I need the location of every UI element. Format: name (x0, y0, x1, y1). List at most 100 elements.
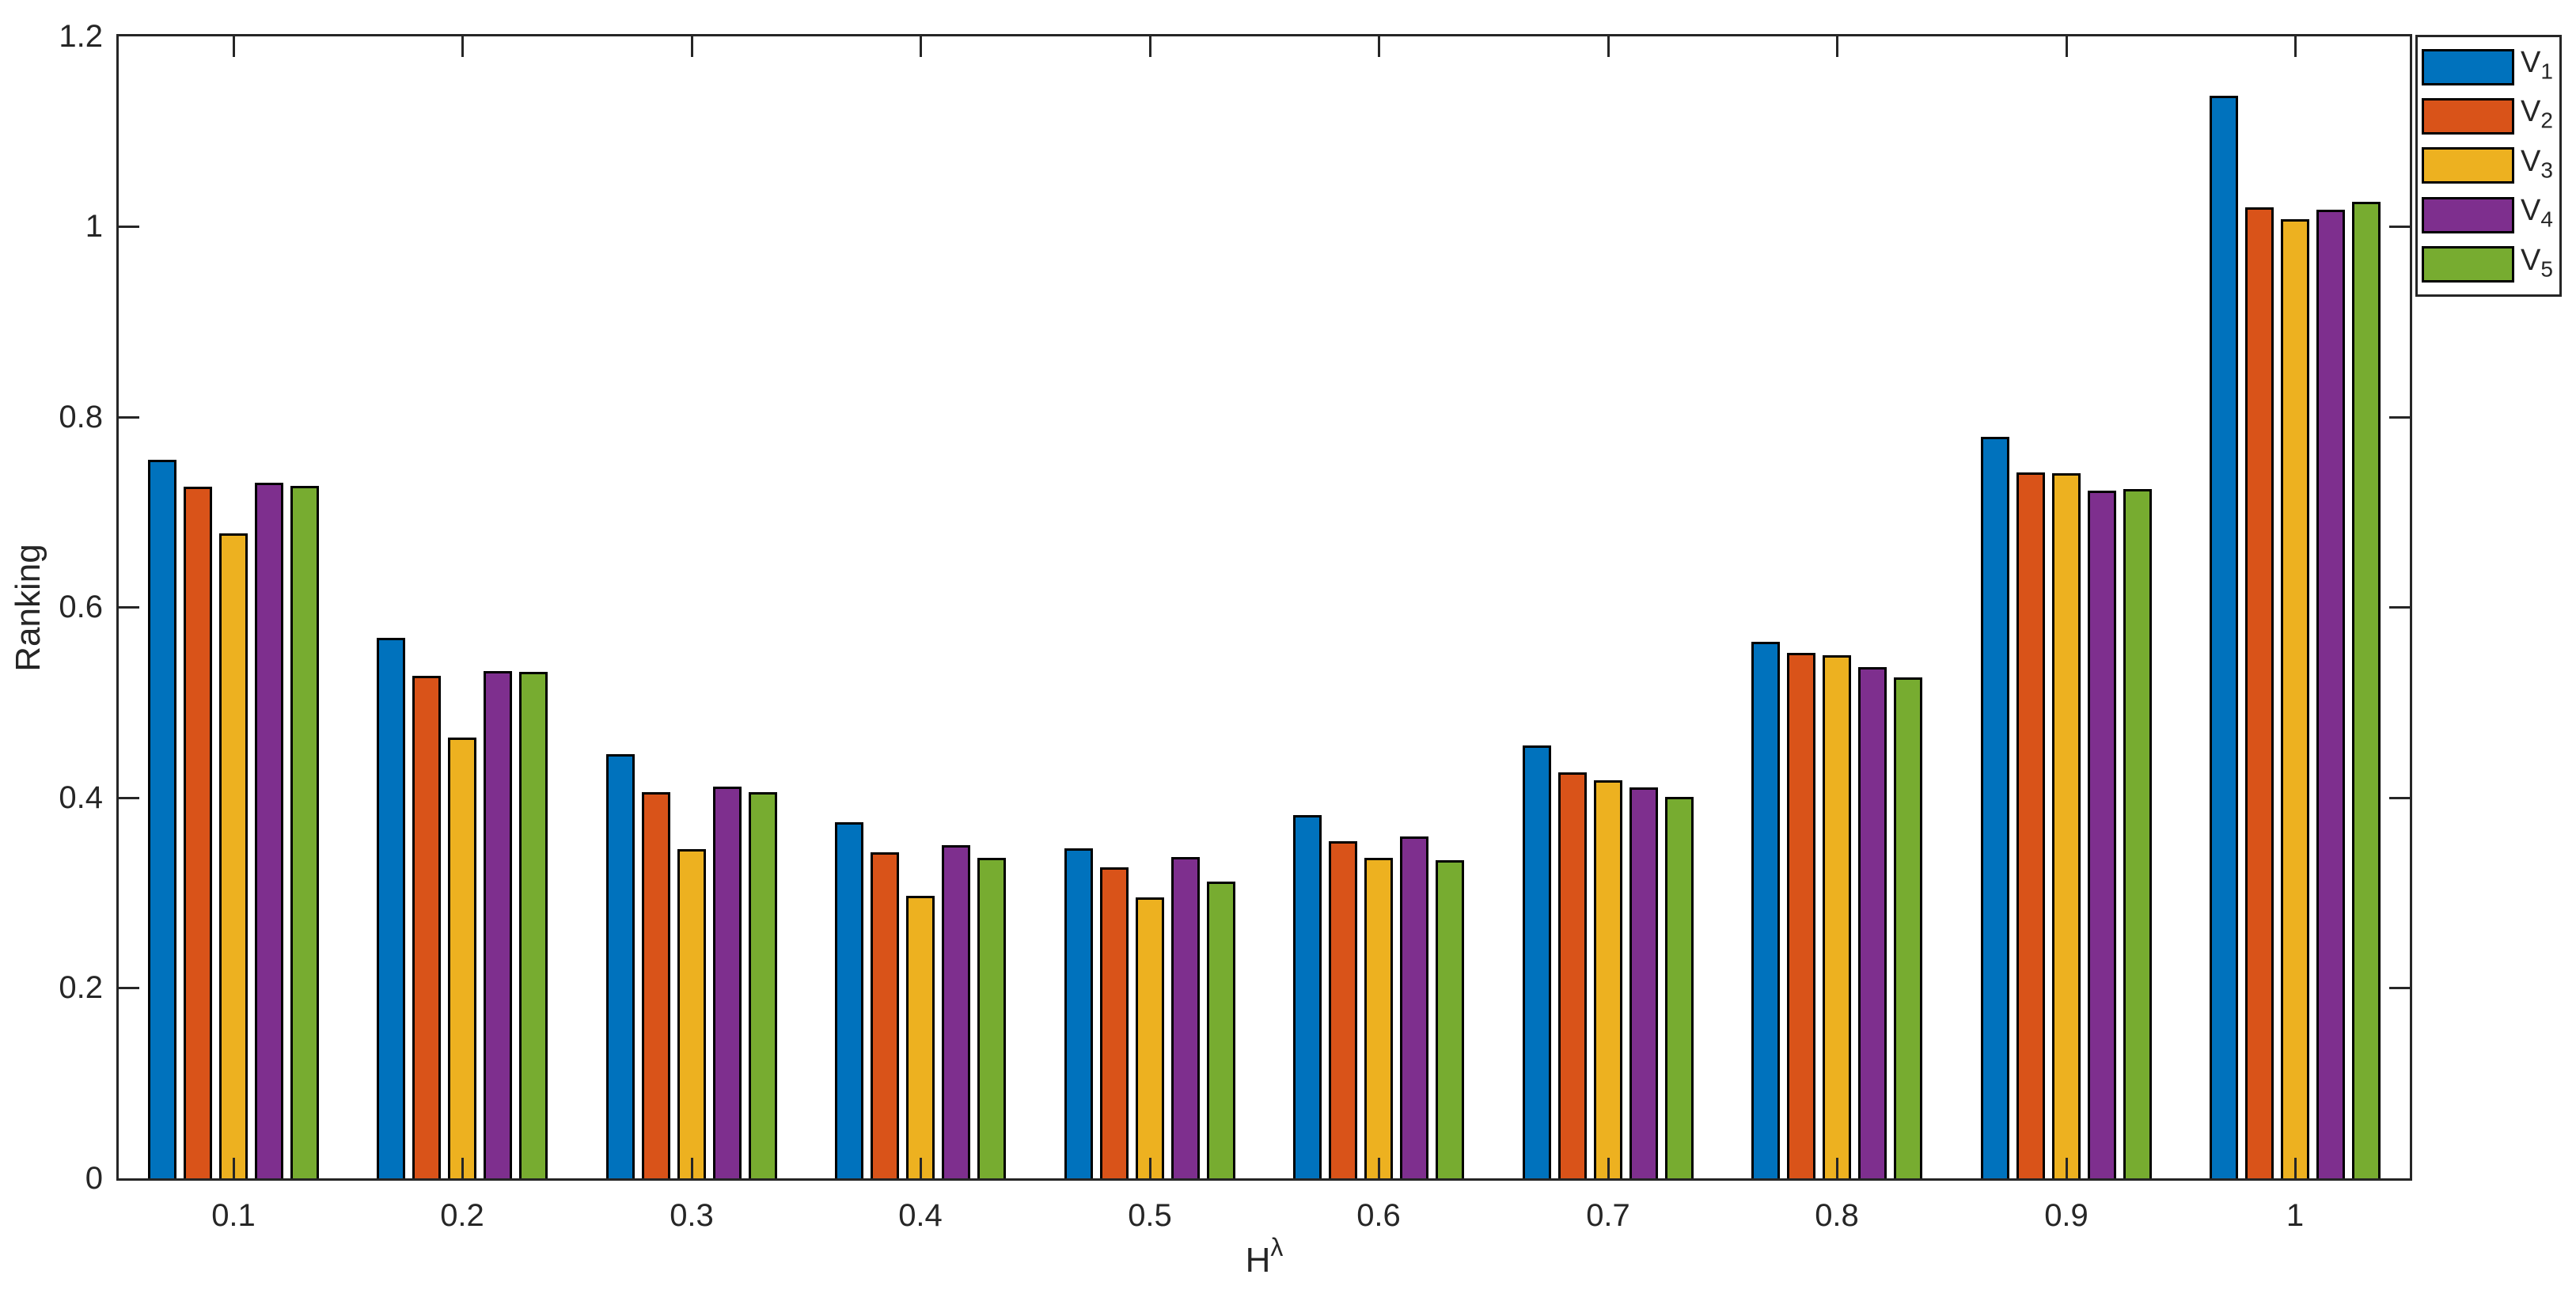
bar-V5-x0.3 (749, 792, 777, 1178)
y-tick-label: 0.8 (59, 400, 103, 434)
legend-item-V4: V4 (2422, 195, 2559, 235)
bar-V3-x0.5 (1136, 897, 1164, 1178)
bar-V1-x0.7 (1523, 745, 1551, 1178)
x-axis-label-superscript: λ (1270, 1233, 1284, 1261)
bar-V3-x0.9 (2052, 473, 2081, 1178)
bar-V1-x0.5 (1064, 848, 1093, 1178)
legend-item-V3: V3 (2422, 146, 2559, 186)
bar-V4-x0.6 (1400, 836, 1428, 1178)
legend-label-V4: V4 (2521, 194, 2553, 232)
bar-V4-x0.2 (484, 671, 512, 1178)
x-tick (461, 1158, 464, 1178)
x-axis-label: Hλ (116, 1228, 2412, 1280)
y-tick (119, 226, 139, 228)
y-tick-right (2389, 987, 2410, 989)
bar-V4-x0.4 (942, 845, 970, 1178)
x-tick-top (2294, 36, 2297, 57)
y-tick-right (2389, 797, 2410, 799)
x-tick (2066, 1158, 2068, 1178)
y-tick-label: 0.4 (59, 780, 103, 815)
bar-V1-x0.9 (1981, 437, 2009, 1178)
x-tick-top (233, 36, 235, 57)
x-tick-label: 0.9 (2044, 1198, 2088, 1233)
x-axis-label-base: H (1245, 1241, 1271, 1280)
bar-V1-x0.6 (1293, 815, 1322, 1178)
bar-V5-x0.7 (1665, 797, 1694, 1178)
y-tick (119, 797, 139, 799)
legend-label-V2: V2 (2521, 95, 2553, 133)
y-tick-label: 1.2 (59, 19, 103, 54)
x-tick-top (461, 36, 464, 57)
bar-V2-x0.5 (1100, 867, 1129, 1178)
bar-V4-x0.3 (713, 787, 742, 1178)
bar-V3-x0.7 (1594, 780, 1622, 1178)
bar-V1-x1 (2210, 96, 2238, 1178)
bar-V3-x0.6 (1364, 858, 1393, 1178)
x-tick-label: 0.1 (211, 1198, 256, 1233)
bar-V5-x0.2 (519, 672, 548, 1178)
plot-area (116, 34, 2412, 1181)
bar-V5-x0.6 (1436, 860, 1464, 1178)
bar-V2-x0.7 (1558, 772, 1587, 1178)
legend-label-V3: V3 (2521, 144, 2553, 183)
y-tick (119, 606, 139, 609)
bar-V5-x0.5 (1207, 882, 1235, 1178)
bar-V4-x0.5 (1171, 857, 1200, 1178)
y-tick-label: 0.2 (59, 970, 103, 1005)
legend-label-V1: V1 (2521, 45, 2553, 84)
bar-V2-x0.8 (1787, 653, 1815, 1178)
bar-V3-x0.4 (906, 896, 935, 1178)
x-tick (1378, 1158, 1380, 1178)
x-tick-label: 0.3 (670, 1198, 714, 1233)
x-tick (2294, 1158, 2297, 1178)
bar-V4-x0.7 (1629, 787, 1658, 1178)
bar-V2-x0.3 (642, 792, 670, 1178)
x-tick (920, 1158, 922, 1178)
x-tick-label: 0.5 (1128, 1198, 1172, 1233)
x-tick-label: 0.6 (1356, 1198, 1401, 1233)
bar-V5-x0.4 (977, 858, 1006, 1178)
legend-swatch-V3 (2422, 147, 2514, 184)
bar-V4-x0.8 (1858, 667, 1887, 1178)
x-tick-label: 0.7 (1586, 1198, 1630, 1233)
x-tick-top (1607, 36, 1610, 57)
x-tick-label: 1 (2286, 1198, 2305, 1233)
legend-swatch-V2 (2422, 98, 2514, 135)
legend-item-V5: V5 (2422, 245, 2559, 285)
bar-V1-x0.4 (835, 822, 863, 1178)
bar-V1-x0.8 (1751, 642, 1780, 1178)
y-tick-right (2389, 416, 2410, 419)
x-tick (233, 1158, 235, 1178)
legend-label-V5: V5 (2521, 243, 2553, 282)
bar-V5-x0.1 (290, 486, 319, 1178)
bar-V1-x0.3 (606, 754, 635, 1178)
x-tick (1607, 1158, 1610, 1178)
x-tick-top (1149, 36, 1151, 57)
x-tick (1836, 1158, 1838, 1178)
x-tick-top (920, 36, 922, 57)
bar-V2-x0.6 (1329, 841, 1357, 1178)
bar-V1-x0.1 (148, 460, 176, 1178)
y-tick (119, 416, 139, 419)
bar-V2-x0.9 (2016, 472, 2045, 1178)
x-tick-label: 0.2 (440, 1198, 484, 1233)
y-tick-label: 0 (85, 1161, 103, 1196)
bar-V5-x1 (2352, 202, 2381, 1178)
x-tick-top (2066, 36, 2068, 57)
bar-V4-x1 (2316, 210, 2345, 1178)
bar-V1-x0.2 (377, 638, 405, 1178)
bar-V2-x0.4 (871, 852, 899, 1178)
bar-V3-x1 (2281, 219, 2309, 1178)
bar-V5-x0.8 (1894, 677, 1922, 1178)
bar-V2-x0.1 (184, 487, 212, 1178)
bar-V3-x0.8 (1823, 655, 1851, 1178)
x-tick-label: 0.8 (1815, 1198, 1859, 1233)
legend-swatch-V5 (2422, 246, 2514, 283)
x-tick-top (691, 36, 693, 57)
y-tick-label: 0.6 (59, 590, 103, 624)
bar-V2-x1 (2245, 207, 2274, 1178)
y-tick-right (2389, 606, 2410, 609)
bar-V3-x0.1 (219, 533, 248, 1178)
x-tick-label: 0.4 (898, 1198, 943, 1233)
